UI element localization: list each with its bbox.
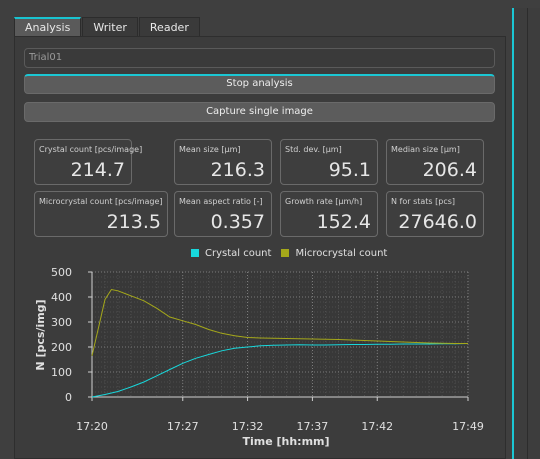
tab-writer[interactable]: Writer — [82, 17, 138, 36]
capture-single-image-button[interactable]: Capture single image — [24, 102, 495, 122]
series-lines — [91, 288, 469, 398]
x-tick-label: 17:20 — [76, 420, 108, 433]
plot-area — [92, 272, 468, 397]
stat-label: Microcrystal count [pcs/image] — [39, 197, 163, 206]
x-tick-label: 17:27 — [167, 420, 199, 433]
stat-n-for-stats: N for stats [pcs] 27646.0 — [386, 191, 484, 237]
legend-swatch-crystal — [191, 249, 199, 257]
y-tick-labels: 0 100 200 300 400 500 — [51, 266, 92, 404]
stat-microcrystal-count: Microcrystal count [pcs/image] 213.5 — [34, 191, 168, 237]
stat-value: 152.4 — [316, 211, 371, 233]
stat-label: Growth rate [µm/h] — [285, 197, 363, 206]
splitter-accent[interactable] — [512, 8, 514, 459]
stat-label: Crystal count [pcs/image] — [39, 145, 143, 154]
x-tick-label: 17:37 — [297, 420, 329, 433]
stat-std-dev: Std. dev. [µm] 95.1 — [280, 139, 378, 185]
stat-value: 213.5 — [106, 211, 161, 233]
stat-mean-size: Mean size [µm] 216.3 — [174, 139, 272, 185]
stat-median-size: Median size [µm] 206.4 — [386, 139, 484, 185]
y-tick-label: 500 — [51, 266, 72, 279]
chart-legend: Crystal count Microcrystal count — [191, 246, 397, 260]
stat-value: 27646.0 — [398, 211, 477, 233]
legend-swatch-microcrystal — [281, 249, 290, 257]
stat-label: Mean size [µm] — [179, 145, 241, 154]
tab-reader[interactable]: Reader — [138, 17, 200, 36]
stat-value: 206.4 — [422, 159, 477, 181]
right-divider — [527, 8, 528, 459]
legend-label: Microcrystal count — [295, 247, 388, 259]
x-tick-label: 17:42 — [361, 420, 393, 433]
x-tick-label: 17:49 — [452, 420, 484, 433]
stat-crystal-count: Crystal count [pcs/image] 214.7 — [34, 139, 142, 185]
legend-label: Crystal count — [205, 247, 272, 259]
stat-label: Median size [µm] — [391, 145, 460, 154]
y-tick-label: 0 — [65, 391, 72, 404]
stop-analysis-button[interactable]: Stop analysis — [24, 74, 495, 94]
y-tick-label: 300 — [51, 316, 72, 329]
tab-bar: Analysis Writer Reader — [14, 17, 201, 37]
x-axis-label: Time [hh:mm] — [242, 435, 329, 448]
legend-item-microcrystal: Microcrystal count — [281, 248, 387, 259]
stat-label: Mean aspect ratio [-] — [179, 197, 263, 206]
tab-analysis[interactable]: Analysis — [14, 17, 82, 36]
y-tick-label: 200 — [51, 341, 72, 354]
stat-mean-aspect-ratio: Mean aspect ratio [-] 0.357 — [174, 191, 272, 237]
x-tick-labels: 17:20 17:27 17:32 17:37 17:42 17:49 — [76, 397, 484, 433]
stat-growth-rate: Growth rate [µm/h] 152.4 — [280, 191, 378, 237]
y-tick-label: 100 — [51, 366, 72, 379]
stat-value: 214.7 — [70, 159, 125, 181]
stat-value: 216.3 — [210, 159, 265, 181]
stat-value: 0.357 — [210, 211, 265, 233]
series-line-microcrystal — [91, 288, 468, 356]
y-axis-label: N [pcs/img] — [34, 299, 47, 370]
y-tick-label: 400 — [51, 291, 72, 304]
stat-label: N for stats [pcs] — [391, 197, 456, 206]
stat-label: Std. dev. [µm] — [285, 145, 342, 154]
legend-item-crystal: Crystal count — [191, 248, 271, 259]
trial-name-field[interactable]: Trial01 — [24, 48, 495, 68]
series-line-crystal — [91, 343, 469, 398]
x-tick-label: 17:32 — [232, 420, 264, 433]
stat-value: 95.1 — [328, 159, 371, 181]
